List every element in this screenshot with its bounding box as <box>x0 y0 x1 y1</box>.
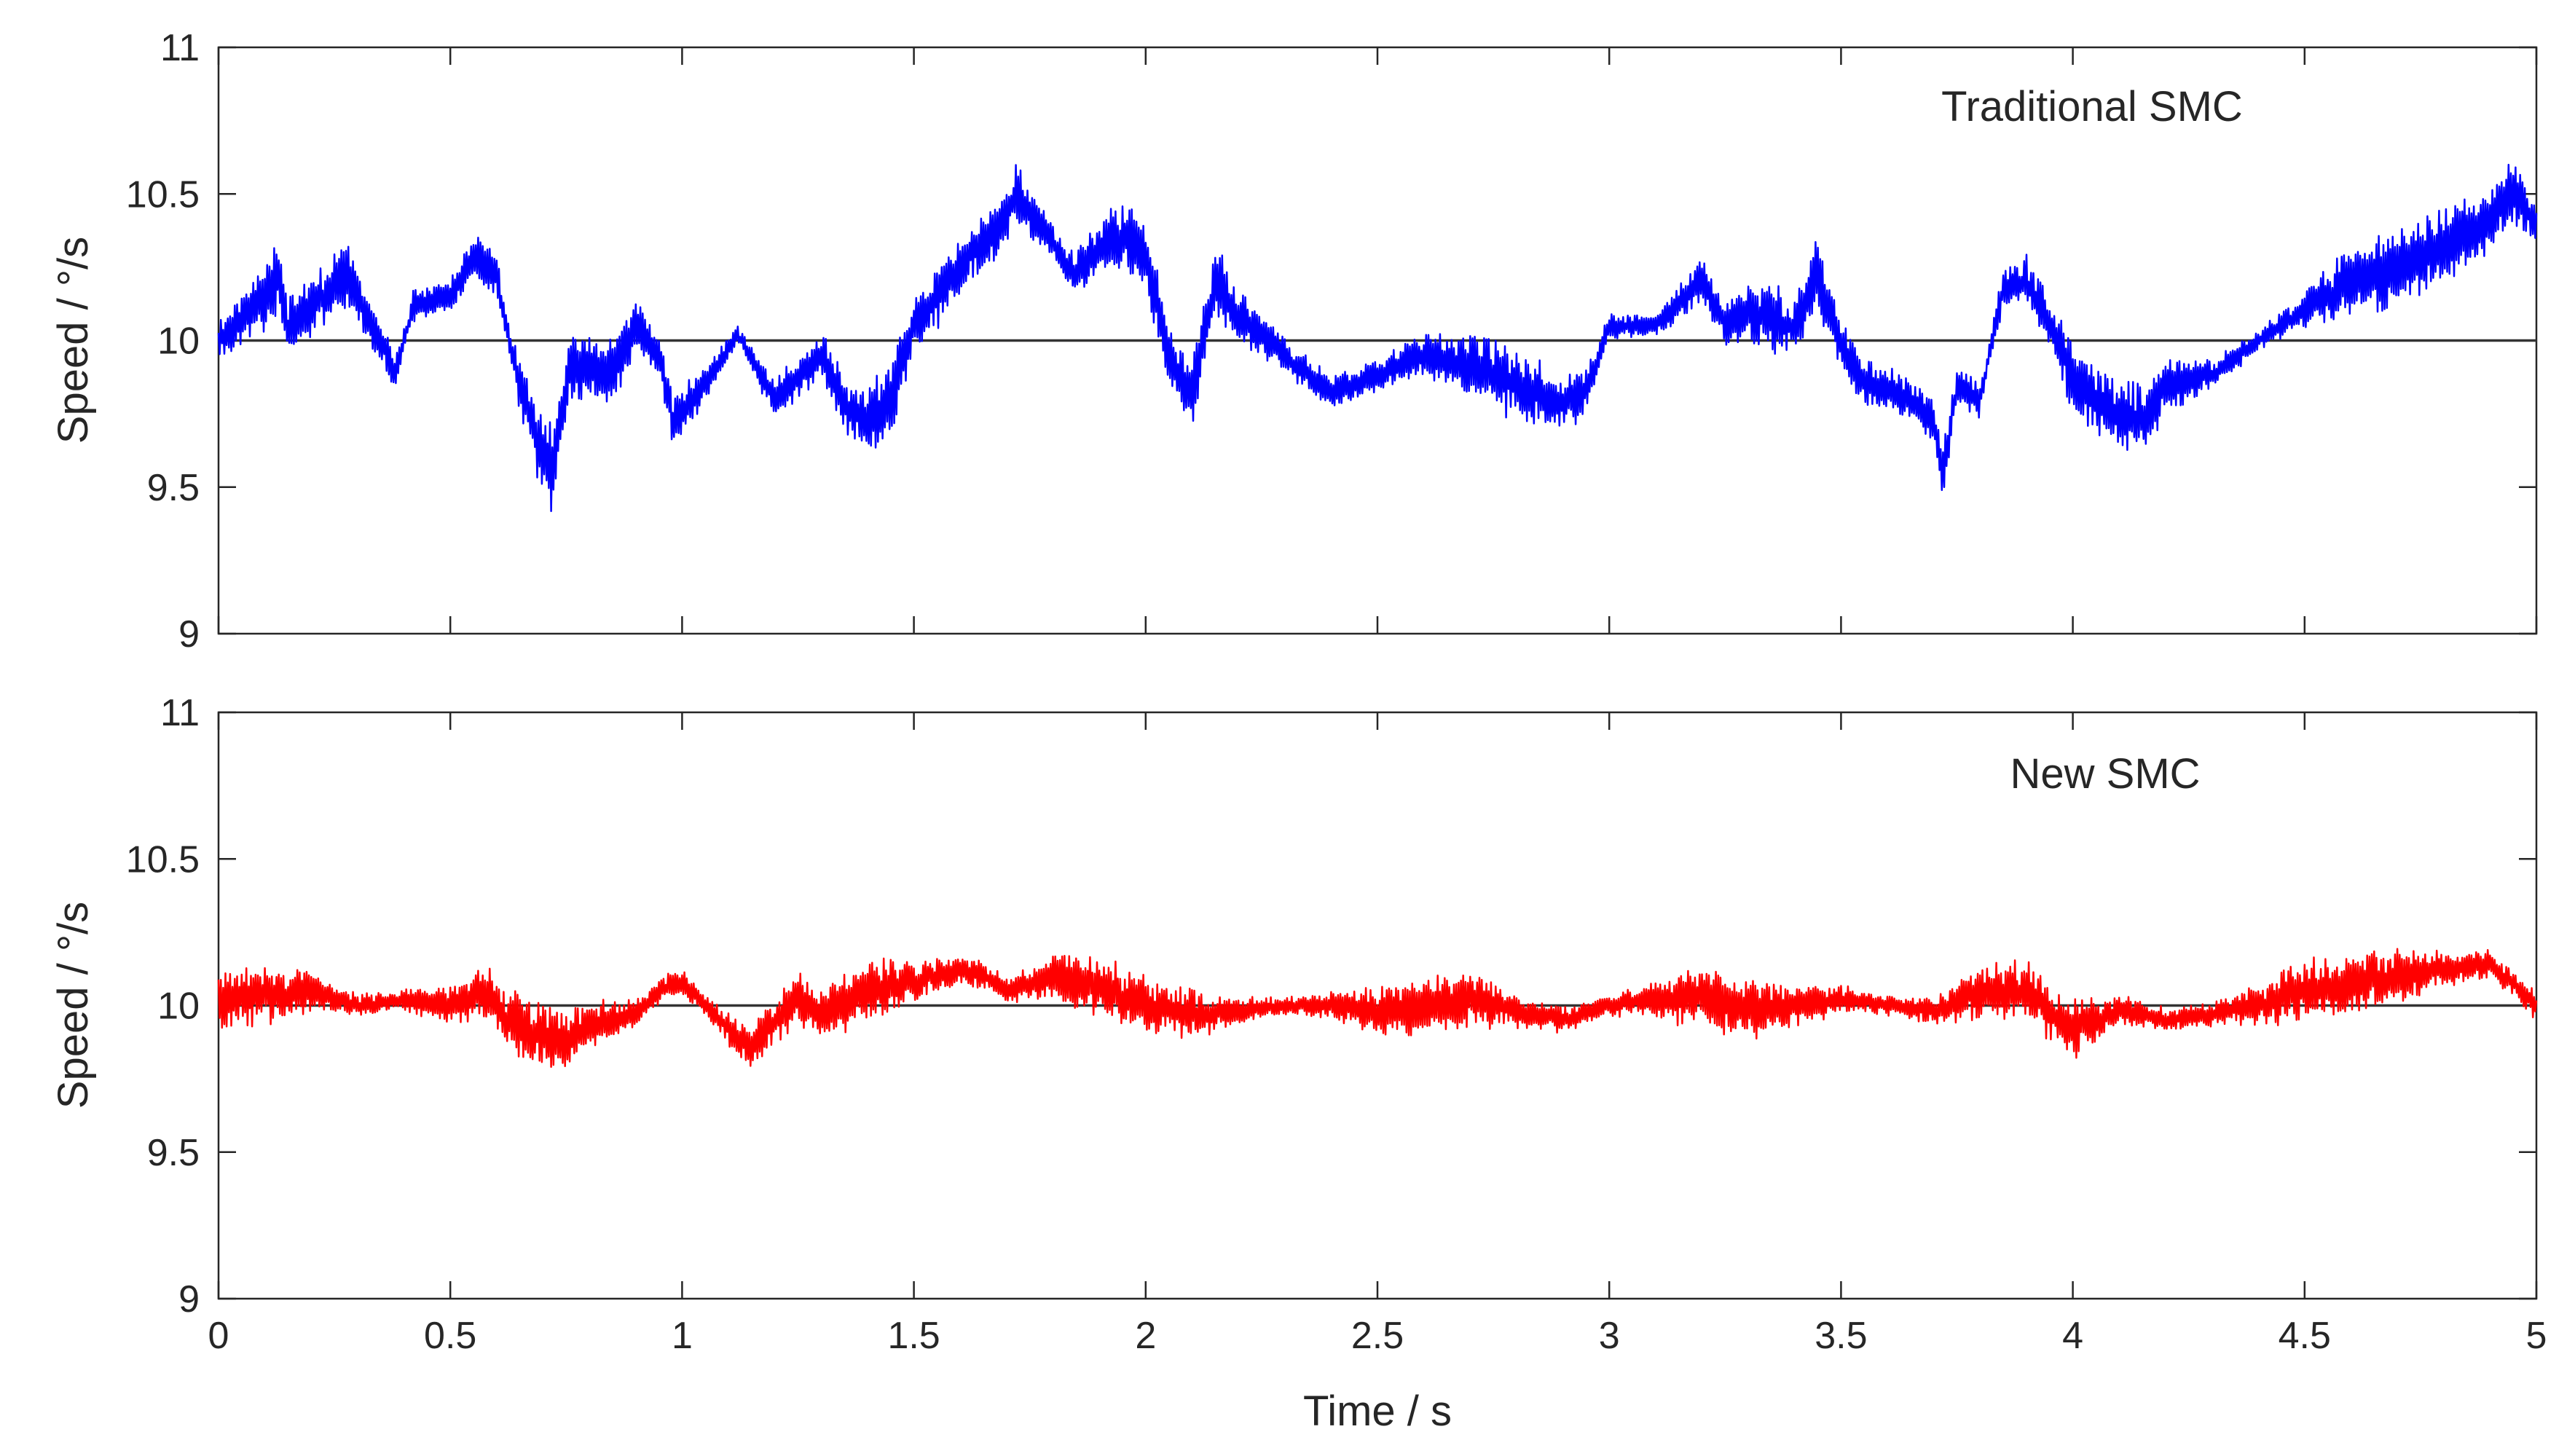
x-tick-labels: 0 0.5 1 1.5 2 2.5 3 3.5 4 4.5 5 <box>208 1315 2547 1357</box>
y-tick-label: 10.5 <box>126 173 200 216</box>
x-tick-label: 2.5 <box>1351 1315 1404 1357</box>
x-tick-label: 5 <box>2526 1315 2547 1357</box>
plot-content <box>217 163 2538 513</box>
x-tick-label: 4.5 <box>2279 1315 2331 1357</box>
x-tick-label: 1.5 <box>887 1315 940 1357</box>
x-tick-label: 1 <box>672 1315 693 1357</box>
x-tick-label: 0.5 <box>424 1315 476 1357</box>
series-line-new-smc <box>217 948 2538 1069</box>
series-annotation: Traditional SMC <box>1941 83 2243 130</box>
y-tick-label: 9 <box>178 613 200 656</box>
axis-ticks <box>217 46 2538 635</box>
y-tick-label: 9 <box>178 1278 200 1321</box>
axis-ticks <box>217 711 2538 1300</box>
y-tick-label: 11 <box>160 692 200 734</box>
x-tick-label: 4 <box>2062 1315 2083 1357</box>
y-tick-label: 9.5 <box>147 1132 200 1174</box>
x-tick-label: 3.5 <box>1815 1315 1867 1357</box>
series-annotation: New SMC <box>2010 750 2200 798</box>
x-tick-label: 0 <box>208 1315 229 1357</box>
plot-content <box>217 948 2538 1069</box>
y-tick-labels: 9 9.5 10 10.5 11 <box>126 692 200 1321</box>
y-tick-labels: 9 9.5 10 10.5 11 <box>126 27 200 656</box>
y-tick-label: 10 <box>157 985 200 1028</box>
panel-traditional-smc: 9 9.5 10 10.5 11 Traditional SMC Speed / °/s <box>50 27 2538 656</box>
panel-new-smc: 9 9.5 10 10.5 11 0 0.5 1 1.5 2 2.5 3 3.5 4 4.5 5 New S… <box>50 692 2547 1435</box>
series-line-traditional-smc <box>217 163 2538 513</box>
y-tick-label: 9.5 <box>147 467 200 509</box>
y-axis-label: Speed / °/s <box>50 902 97 1109</box>
x-tick-label: 3 <box>1599 1315 1620 1357</box>
x-axis-label: Time / s <box>1303 1388 1452 1435</box>
y-axis-label: Speed / °/s <box>50 237 97 444</box>
y-tick-label: 10.5 <box>126 838 200 881</box>
y-tick-label: 11 <box>160 27 200 69</box>
y-tick-label: 10 <box>157 320 200 363</box>
x-tick-label: 2 <box>1135 1315 1156 1357</box>
